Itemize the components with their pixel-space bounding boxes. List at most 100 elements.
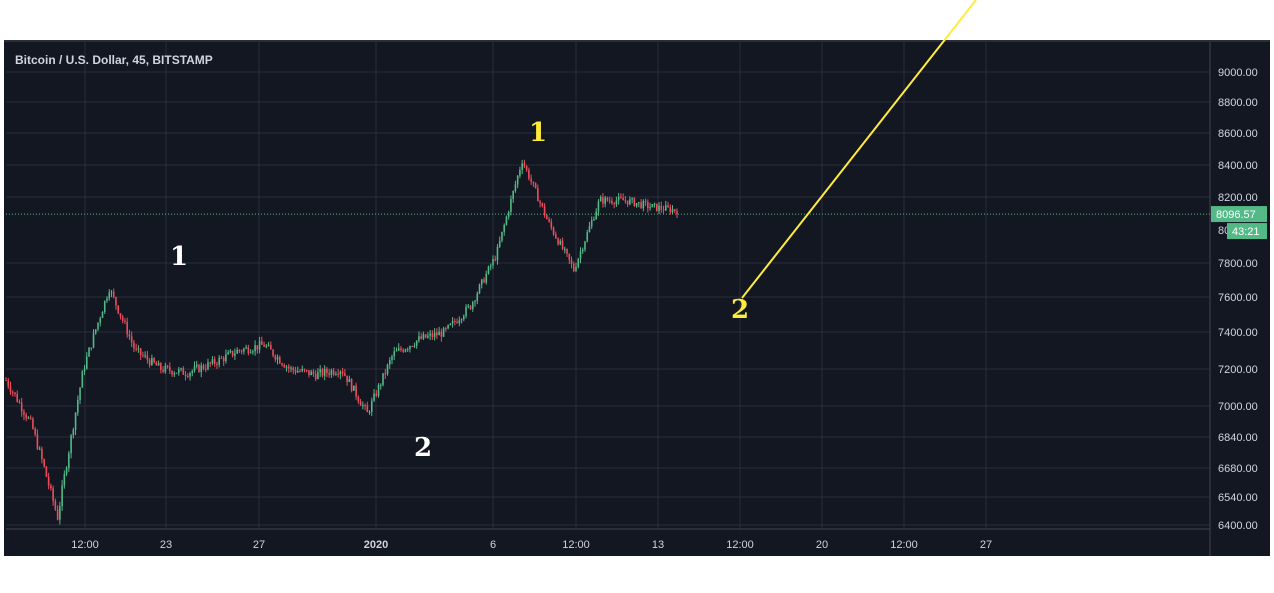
candle-body: [344, 373, 346, 376]
candle-body: [638, 202, 640, 204]
candle-body: [25, 414, 27, 419]
candle-body: [570, 259, 573, 264]
candle-body: [11, 391, 14, 393]
candle-body: [620, 196, 622, 198]
time-tick-label: 12:00: [71, 539, 99, 551]
candle-body: [70, 435, 72, 454]
candle-body: [14, 392, 16, 395]
time-tick-label: 12:00: [890, 539, 918, 551]
candle-body: [624, 200, 627, 202]
candle-body: [642, 200, 645, 209]
candle-body: [631, 198, 633, 200]
candle-body: [254, 345, 256, 352]
candle-body: [301, 369, 304, 372]
candle-body: [451, 320, 454, 324]
candle-body: [355, 385, 357, 397]
chart-pane[interactable]: [4, 40, 1270, 556]
candle-body: [29, 417, 32, 419]
candle-body: [153, 358, 155, 363]
candle-body: [664, 205, 667, 211]
candle-body: [608, 200, 611, 202]
candle-body: [229, 350, 232, 353]
candle-body: [112, 291, 115, 298]
candle-body: [557, 238, 559, 245]
candle-body: [611, 200, 613, 204]
candle-body: [476, 293, 479, 301]
price-tick-label: 9000.00: [1218, 67, 1258, 79]
time-tick-label: 27: [253, 539, 265, 551]
candle-body: [606, 197, 609, 201]
candle-body: [530, 178, 532, 182]
candle-body: [184, 374, 187, 376]
candle-body: [294, 370, 297, 373]
symbol-title: Bitcoin / U.S. Dollar, 45, BITSTAMP: [15, 53, 213, 67]
candle-body: [34, 428, 36, 435]
candle-body: [81, 371, 84, 388]
candle-body: [391, 356, 393, 361]
candle-body: [337, 373, 339, 375]
wave-label[interactable]: 1: [170, 242, 188, 272]
candle-body: [270, 344, 272, 350]
candle-body: [292, 367, 295, 371]
time-tick-label: 12:00: [726, 539, 754, 551]
candle-body: [198, 364, 200, 373]
candle-body: [523, 163, 526, 167]
candle-body: [92, 333, 95, 348]
candle-body: [512, 190, 514, 199]
candle-body: [7, 380, 10, 387]
price-tick-label: 7800.00: [1218, 258, 1258, 270]
candle-body: [18, 401, 21, 403]
candle-body: [54, 501, 57, 510]
candle-body: [38, 448, 41, 450]
candle-body: [379, 384, 382, 386]
candle-body: [124, 320, 126, 322]
candle-body: [65, 467, 68, 475]
candle-body: [375, 393, 378, 396]
candle-body: [359, 401, 362, 406]
candle-body: [400, 348, 402, 350]
wave-label[interactable]: 2: [414, 433, 432, 463]
candle-body: [478, 284, 481, 294]
candle-body: [83, 368, 86, 372]
candle-body: [456, 321, 458, 323]
candle-body: [50, 485, 52, 489]
candle-body: [584, 241, 586, 250]
candle-body: [335, 373, 337, 375]
candle-body: [640, 202, 642, 209]
wave-label[interactable]: 2: [731, 295, 749, 325]
candle-body: [193, 366, 196, 371]
candle-body: [234, 353, 236, 356]
candle-body: [617, 196, 620, 201]
trend-line[interactable]: [741, 0, 977, 299]
candle-body: [575, 266, 577, 272]
price-tick-label: 7200.00: [1218, 364, 1258, 376]
candle-body: [94, 329, 97, 334]
candle-body: [651, 204, 654, 208]
candle-body: [240, 350, 243, 352]
candle-body: [471, 302, 474, 310]
candle-body: [186, 375, 189, 377]
candle-body: [45, 466, 48, 477]
candle-body: [305, 370, 308, 372]
candle-body: [157, 363, 160, 366]
candle-body: [247, 347, 250, 353]
wave-label[interactable]: 1: [529, 118, 547, 148]
candle-body: [220, 357, 223, 359]
candle-body: [47, 476, 50, 486]
candle-body: [622, 197, 624, 201]
candle-body: [566, 248, 568, 254]
candle-body: [117, 305, 120, 314]
candle-body: [180, 368, 182, 370]
candle-body: [303, 369, 306, 371]
candle-body: [126, 321, 128, 335]
candle-body: [43, 459, 45, 467]
candle-body: [115, 297, 117, 306]
candle-body: [537, 188, 539, 202]
candle-body: [485, 273, 488, 283]
candle-body: [90, 347, 93, 349]
candle-body: [436, 332, 438, 336]
candle-body: [108, 292, 111, 299]
candle-body: [195, 364, 198, 367]
candle-body: [370, 400, 373, 412]
